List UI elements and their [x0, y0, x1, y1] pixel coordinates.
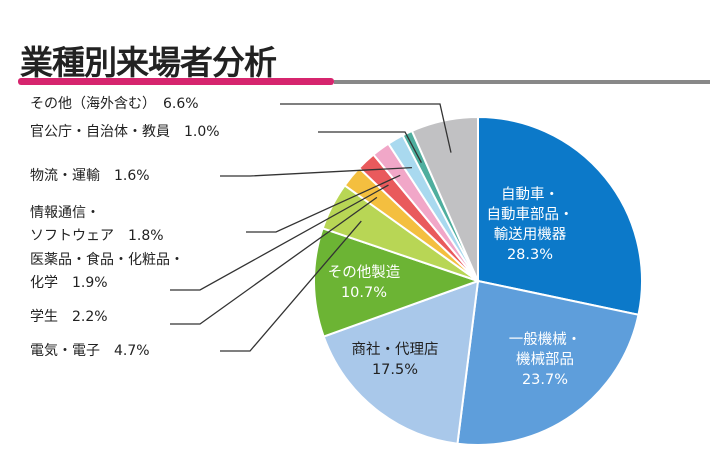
slice-label: 輸送用機器	[493, 227, 567, 243]
slice-label: 28.3%	[506, 247, 554, 263]
slice-label: 学生 2.2%	[30, 309, 108, 325]
slice-label: ソフトウェア 1.8%	[30, 228, 164, 244]
leader-line	[220, 220, 362, 352]
title-underline-accent	[18, 78, 334, 85]
slice-label: 情報通信・	[30, 205, 100, 221]
slice-label: 機械部品	[516, 352, 574, 368]
slice-label: 23.7%	[521, 372, 569, 388]
slice-label: 電気・電子 4.7%	[30, 343, 150, 359]
slice-label: 物流・運輸 1.6%	[30, 168, 150, 184]
slice-label: その他（海外含む） 6.6%	[30, 96, 199, 112]
slice-label: 10.7%	[340, 285, 388, 301]
slice-label: その他製造	[327, 265, 401, 281]
leader-line	[246, 174, 401, 233]
slice-label: 自動車・	[501, 187, 559, 203]
slice-label: 17.5%	[371, 362, 419, 378]
pie-slice	[456, 279, 640, 446]
leader-line	[220, 167, 412, 177]
slice-label: 一般機械・	[508, 332, 582, 348]
chart-title: 業種別来場者分析	[20, 43, 277, 82]
slice-label: 医薬品・食品・化粧品・	[30, 252, 184, 268]
slice-label: 官公庁・自治体・教員 1.0%	[30, 124, 220, 140]
slice-label: 自動車部品・	[486, 207, 574, 223]
slice-label: 化学 1.9%	[30, 275, 108, 291]
leader-line	[170, 184, 389, 291]
pie-slice	[477, 115, 643, 316]
pie-slice	[313, 227, 482, 338]
title-underline	[334, 80, 710, 84]
leader-line	[318, 131, 422, 163]
pie-slice	[322, 279, 480, 445]
leader-line	[280, 103, 452, 153]
leader-line	[170, 196, 378, 325]
slice-label: 商社・代理店	[351, 342, 439, 358]
